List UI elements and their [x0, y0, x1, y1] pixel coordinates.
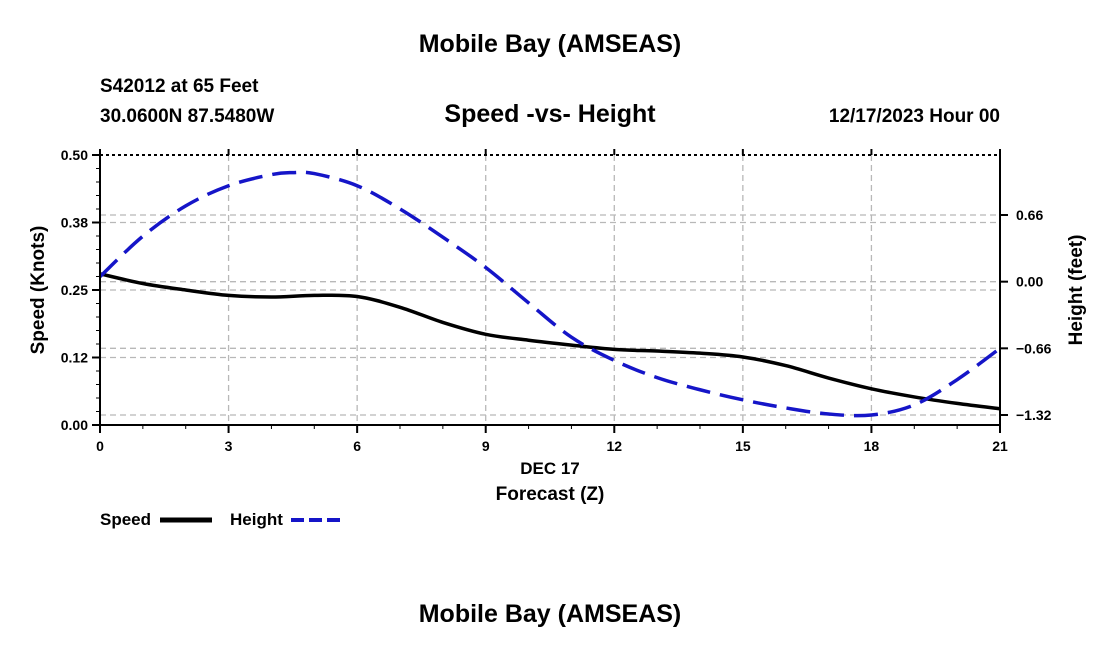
x-tick-label: 6 [353, 438, 361, 454]
y-left-tick-label: 0.12 [61, 350, 88, 366]
x-tick-label: 12 [606, 438, 622, 454]
coordinates-label: 30.0600N 87.5480W [100, 106, 275, 127]
x-tick-label: 21 [992, 438, 1008, 454]
footer-title: Mobile Bay (AMSEAS) [418, 600, 682, 628]
x-tick-label: 3 [225, 438, 233, 454]
y-left-tick-label: 0.25 [61, 282, 88, 298]
axis-layer [92, 149, 1008, 433]
legend-speed-label: Speed [100, 510, 151, 529]
y-left-tick-label: 0.50 [61, 147, 88, 163]
y-right-tick-label: 0.66 [1016, 207, 1043, 223]
series-line-height [98, 170, 1002, 418]
grid-layer [100, 155, 1000, 425]
y-right-tick-label: 0.00 [1016, 274, 1043, 290]
station-label: S42012 at 65 Feet [100, 76, 259, 97]
y-right-tick-label: −1.32 [1016, 407, 1052, 423]
y-left-tick-label: 0.38 [61, 215, 88, 231]
x-tick-label: 9 [482, 438, 490, 454]
y-axis-left-title: Speed (Knots) [28, 226, 49, 355]
y-axis-right-title: Height (feet) [1066, 235, 1087, 346]
x-tick-label: 18 [864, 438, 880, 454]
y-left-tick-label: 0.00 [61, 417, 88, 433]
main-title: Mobile Bay (AMSEAS) [418, 30, 682, 58]
x-date-label: DEC 17 [520, 459, 580, 478]
x-tick-label: 15 [735, 438, 751, 454]
series-layer [98, 170, 1002, 418]
label-layer: 0.00 0.12 0.25 0.38 0.50 0.66 0.00 −0.66 −1.32 0 3… [61, 147, 1052, 454]
forecast-datetime: 12/17/2023 Hour 00 [828, 106, 1000, 127]
y-right-tick-label: −0.66 [1016, 340, 1052, 356]
x-tick-label: 0 [96, 438, 104, 454]
chart-subtitle: Speed -vs- Height [444, 100, 656, 128]
x-axis-title: Forecast (Z) [496, 484, 605, 505]
legend-height-label: Height [230, 510, 283, 529]
series-line-speed [99, 272, 1001, 411]
